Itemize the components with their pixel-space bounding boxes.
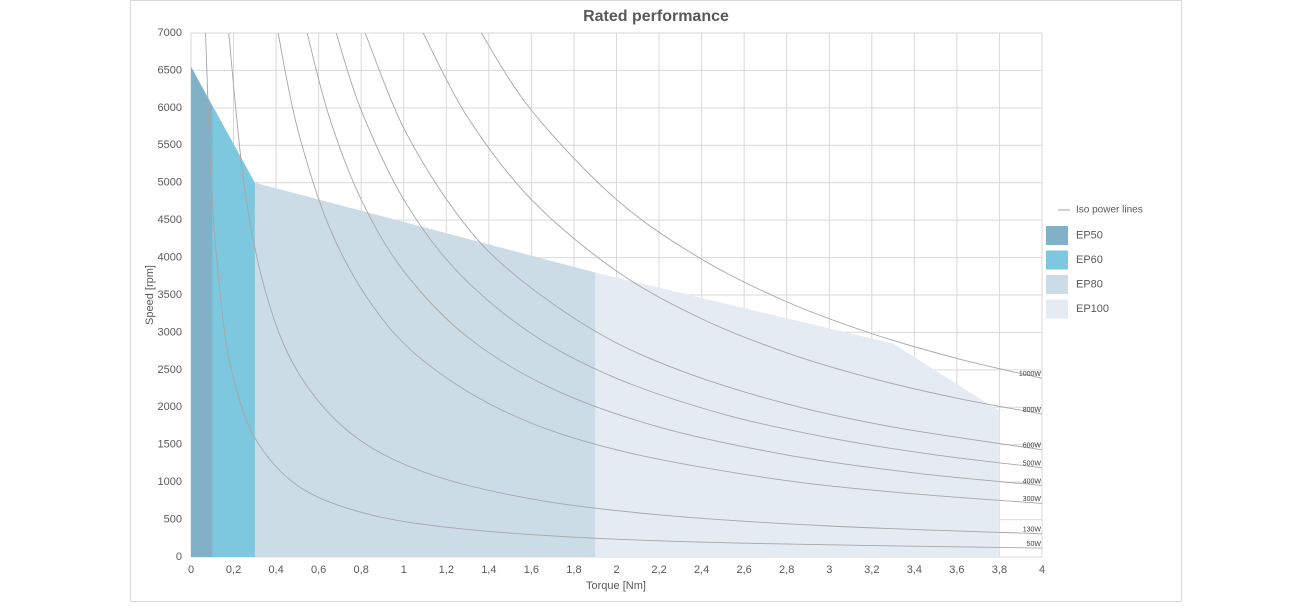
y-tick-label: 2500 bbox=[158, 364, 182, 376]
x-tick-label: 1,6 bbox=[524, 564, 539, 576]
legend-swatch bbox=[1046, 275, 1068, 294]
y-tick-label: 1500 bbox=[158, 439, 182, 451]
x-tick-label: 0,4 bbox=[268, 564, 283, 576]
x-tick-label: 3,2 bbox=[864, 564, 879, 576]
legend-label: EP100 bbox=[1076, 303, 1109, 315]
area bbox=[191, 66, 213, 557]
y-tick-label: 5500 bbox=[158, 139, 182, 151]
legend-swatch bbox=[1046, 250, 1068, 270]
y-tick-label: 3000 bbox=[158, 326, 182, 338]
iso-power-line bbox=[306, 32, 1043, 486]
y-tick-label: 6500 bbox=[158, 64, 182, 76]
iso-line-label: 300W bbox=[1023, 496, 1042, 503]
x-tick-label: 2 bbox=[613, 564, 619, 576]
x-tick-label: 1,8 bbox=[566, 564, 581, 576]
x-tick-label: 1 bbox=[401, 564, 407, 576]
iso-lines bbox=[205, 32, 1043, 549]
y-tick-label: 0 bbox=[176, 551, 182, 563]
iso-power-line bbox=[480, 32, 1043, 379]
legend-swatch bbox=[1046, 226, 1068, 245]
x-tick-label: 2,8 bbox=[779, 564, 794, 576]
iso-line-label: 50W bbox=[1027, 541, 1042, 548]
legend-label: EP50 bbox=[1076, 229, 1103, 241]
iso-line-label: 1000W bbox=[1019, 371, 1042, 378]
x-tick-label: 3 bbox=[826, 564, 832, 576]
y-tick-label: 3500 bbox=[158, 289, 182, 301]
y-tick-label: 4000 bbox=[158, 251, 182, 263]
legend-label: EP60 bbox=[1076, 254, 1103, 266]
x-tick-label: 0,2 bbox=[226, 564, 241, 576]
legend-swatch bbox=[1046, 299, 1068, 319]
areas bbox=[191, 66, 1000, 557]
y-tick-label: 500 bbox=[164, 513, 182, 525]
legend-label: EP80 bbox=[1076, 278, 1103, 290]
y-tick-label: 2000 bbox=[158, 401, 182, 413]
x-tick-label: 2,4 bbox=[694, 564, 709, 576]
x-tick-label: 1,2 bbox=[439, 564, 454, 576]
iso-line-label: 400W bbox=[1023, 478, 1042, 485]
x-axis-label: Torque [Nm] bbox=[586, 580, 646, 592]
y-tick-label: 7000 bbox=[158, 27, 182, 39]
x-tick-label: 3,6 bbox=[949, 564, 964, 576]
iso-line-label: 500W bbox=[1023, 460, 1042, 467]
legend-label: Iso power lines bbox=[1076, 205, 1143, 216]
y-tick-label: 6000 bbox=[158, 102, 182, 114]
iso-power-line bbox=[422, 32, 1043, 415]
iso-power-line bbox=[277, 32, 1043, 504]
x-tick-label: 0,6 bbox=[311, 564, 326, 576]
x-tick-label: 4 bbox=[1039, 564, 1045, 576]
y-axis-label: Speed [rpm] bbox=[144, 265, 156, 325]
iso-power-line bbox=[228, 32, 1043, 535]
iso-line-label: 800W bbox=[1023, 407, 1042, 414]
y-tick-label: 4500 bbox=[158, 214, 182, 226]
x-tick-label: 2,2 bbox=[651, 564, 666, 576]
x-tick-label: 3,8 bbox=[992, 564, 1007, 576]
iso-line-label: 130W bbox=[1023, 527, 1042, 534]
labels: 0 500 1000 1500 2000 2500 3000 3500 4000 4500 5000… bbox=[158, 27, 1143, 576]
x-tick-label: 1,4 bbox=[481, 564, 496, 576]
y-tick-label: 5000 bbox=[158, 177, 182, 189]
x-tick-label: 0,8 bbox=[354, 564, 369, 576]
chart-title: Rated performance bbox=[583, 8, 729, 25]
x-tick-label: 0 bbox=[188, 564, 194, 576]
iso-line-label: 600W bbox=[1023, 443, 1042, 450]
y-tick-label: 1000 bbox=[158, 476, 182, 488]
iso-power-line bbox=[205, 32, 1043, 549]
area bbox=[191, 66, 596, 557]
x-tick-label: 2,6 bbox=[737, 564, 752, 576]
iso-power-line bbox=[364, 32, 1043, 451]
iso-power-line bbox=[335, 32, 1043, 469]
x-tick-label: 3,4 bbox=[907, 564, 922, 576]
